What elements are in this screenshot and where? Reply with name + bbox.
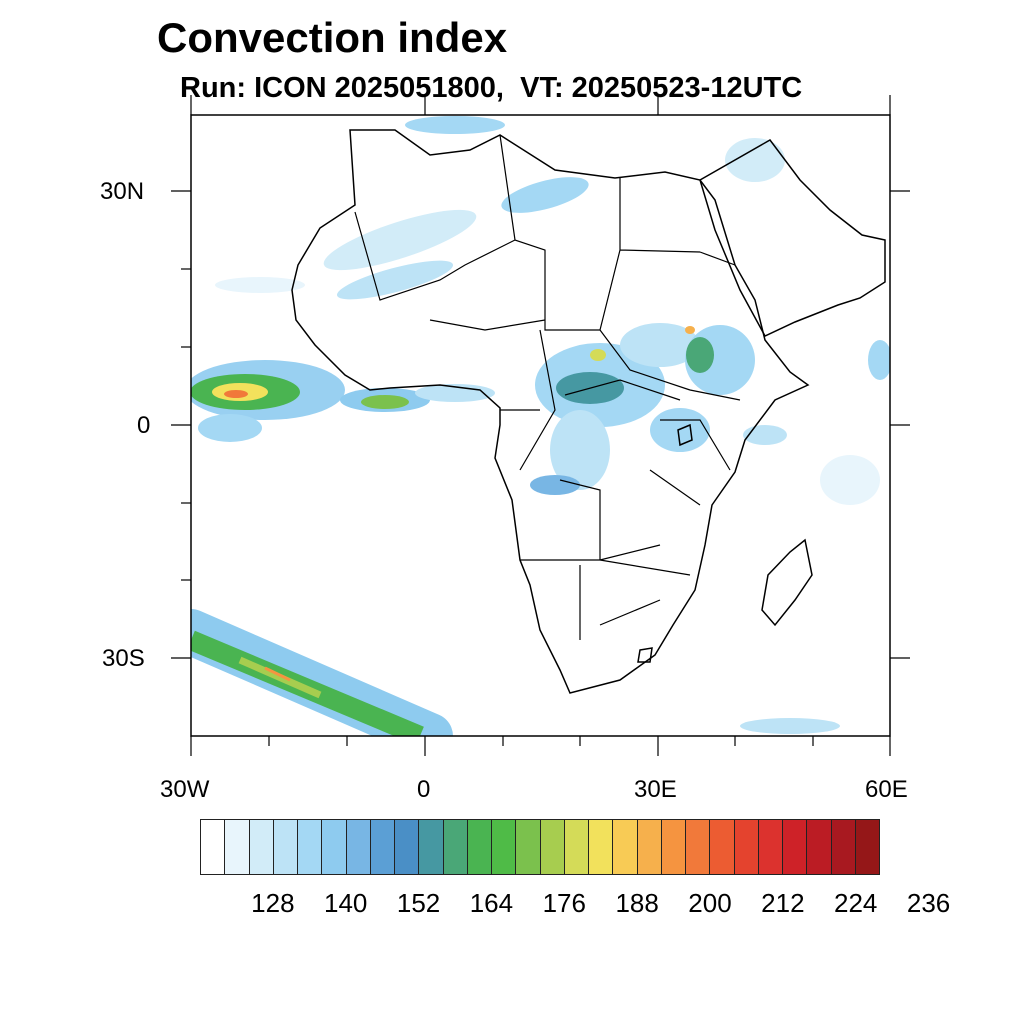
- colorbar-label: 152: [396, 888, 441, 918]
- colorbar-box: [710, 820, 735, 874]
- colorbar-box: [395, 820, 420, 874]
- convection-blob: [740, 718, 840, 734]
- colorbar-box: [564, 820, 589, 874]
- lat-label-0: 0: [137, 412, 151, 439]
- map-subtitle: Run: ICON 2025051800, VT: 20250523-12UTC: [180, 72, 803, 104]
- map-title: Convection index: [157, 14, 508, 61]
- convection-blob: [590, 349, 606, 361]
- colorbar-box: [783, 820, 808, 874]
- colorbar-box: [443, 820, 468, 874]
- convection-blob: [725, 138, 785, 182]
- colorbar-label: 164: [469, 888, 514, 918]
- convection-blob: [743, 425, 787, 445]
- colorbar-box: [613, 820, 638, 874]
- convection-blob: [336, 260, 454, 300]
- colorbar-box: [298, 820, 323, 874]
- convection-blob: [198, 414, 262, 442]
- convection-blob: [550, 410, 610, 490]
- colorbar-box: [758, 820, 783, 874]
- colorbar-box: [661, 820, 686, 874]
- axis-ticks: [171, 95, 910, 756]
- madagascar-coastline: [761, 538, 813, 627]
- convection-blob: [620, 323, 700, 367]
- colorbar-label: 140: [324, 888, 368, 918]
- lon-label-30w: 30W: [160, 776, 210, 803]
- colorbar-box: [467, 820, 492, 874]
- colorbar-label: 212: [761, 888, 805, 918]
- convection-band: [264, 666, 291, 682]
- convection-blob: [650, 408, 710, 452]
- colorbar-box: [225, 820, 250, 874]
- colorbar-box: [807, 820, 832, 874]
- convection-blob: [868, 340, 890, 380]
- lon-label-60e: 60E: [865, 776, 908, 803]
- colorbar-box: [734, 820, 759, 874]
- convection-field: [191, 116, 890, 736]
- convection-blob: [323, 209, 477, 271]
- colorbar-box: [492, 820, 517, 874]
- colorbar-box: [346, 820, 371, 874]
- colorbar-label: 176: [542, 888, 586, 918]
- coastlines: [291, 129, 886, 694]
- convection-blob: [820, 455, 880, 505]
- colorbar-label: 224: [834, 888, 878, 918]
- colorbar: [200, 819, 880, 875]
- lon-label-0: 0: [417, 776, 431, 803]
- colorbar-box: [855, 820, 879, 874]
- arabia-coastline: [699, 139, 886, 337]
- convection-blob: [501, 177, 589, 213]
- convection-blob: [224, 390, 248, 398]
- convection-blob: [530, 475, 580, 495]
- colorbar-box: [831, 820, 856, 874]
- convection-blob: [415, 384, 495, 402]
- colorbar-box: [516, 820, 541, 874]
- colorbar-box: [201, 820, 226, 874]
- convection-blob: [361, 395, 409, 409]
- colorbar-box: [249, 820, 274, 874]
- colorbar-box: [419, 820, 444, 874]
- colorbar-label: 200: [688, 888, 732, 918]
- lake: [637, 423, 693, 663]
- colorbar-label: 236: [906, 888, 951, 918]
- colorbar-label: 188: [615, 888, 659, 918]
- colorbar-box: [540, 820, 565, 874]
- convection-band: [238, 656, 322, 699]
- colorbar-box: [370, 820, 395, 874]
- convection-blob: [686, 337, 714, 373]
- convection-blob: [215, 277, 305, 293]
- lon-label-30e: 30E: [634, 776, 677, 803]
- convection-blob: [405, 116, 505, 134]
- colorbar-box: [637, 820, 662, 874]
- lat-label-30s: 30S: [102, 645, 145, 672]
- colorbar-box: [686, 820, 711, 874]
- country-borders: [354, 134, 741, 640]
- colorbar-box: [589, 820, 614, 874]
- colorbar-box: [322, 820, 347, 874]
- colorbar-label: 128: [251, 888, 295, 918]
- africa-coastline: [291, 129, 810, 694]
- colorbar-box: [273, 820, 298, 874]
- lat-label-30n: 30N: [100, 178, 145, 205]
- convection-blob: [685, 326, 695, 334]
